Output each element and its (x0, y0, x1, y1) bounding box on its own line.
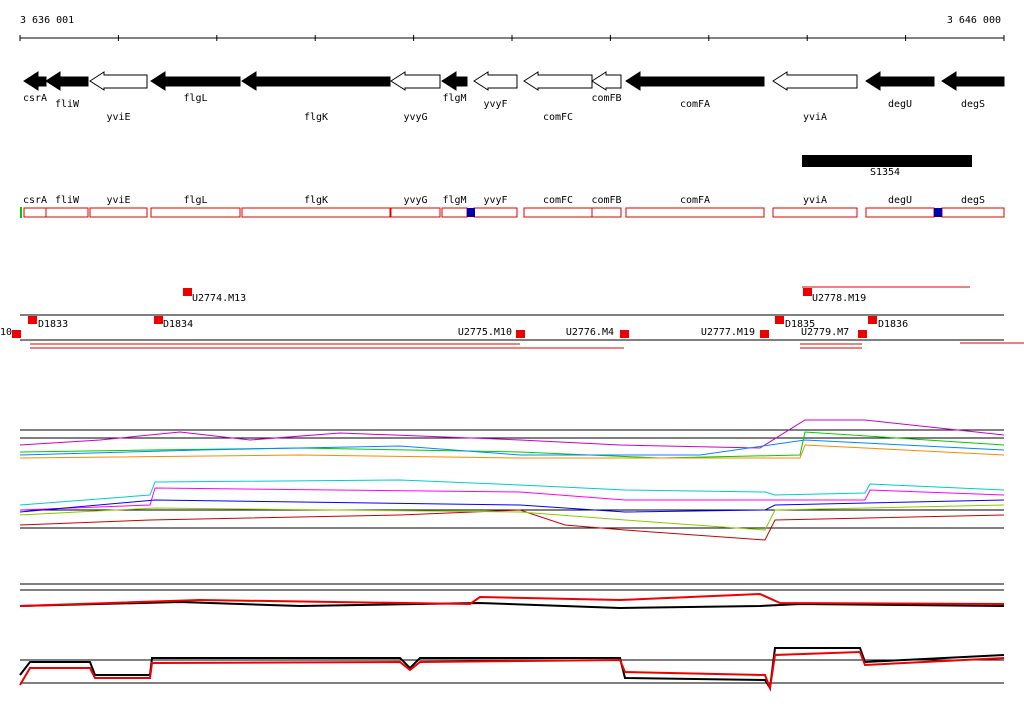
feature-flag (858, 330, 867, 338)
ruler-ticks (19, 35, 1005, 41)
gene-box-label: yviA (803, 195, 827, 206)
gene-label: flgM (442, 93, 466, 104)
feature-flag (868, 316, 877, 324)
gene-arrow (941, 71, 1005, 91)
gene-arrow (772, 71, 858, 91)
feature-label: U2777.M19 (701, 327, 755, 338)
gene-label: flgL (183, 93, 207, 104)
expression-plot (19, 419, 1005, 692)
feature-label: D1835 (785, 319, 815, 330)
gene-arrow (150, 71, 241, 91)
gene-label: comFC (543, 112, 573, 123)
feature-label: U2776.M4 (566, 327, 614, 338)
gene-box (441, 207, 468, 218)
feature-flag (620, 330, 629, 338)
gene-box-label: degU (888, 195, 912, 206)
feature-flag (803, 288, 812, 296)
gene-label: fliW (55, 99, 80, 110)
feature-label: D1836 (878, 319, 908, 330)
gene-box-label: degS (961, 195, 985, 206)
gene-box (865, 207, 935, 218)
gene-box-label: yviE (106, 195, 130, 206)
feature-track: 10 D1833 U2774.M13 D1834 U2775.M10 U2776.M4 U2… (0, 286, 1024, 349)
gene-box-label: csrA (23, 195, 47, 206)
gene-label: yviA (803, 112, 827, 123)
gene-box (772, 207, 858, 218)
gene-box-label: comFA (680, 195, 710, 206)
ruler-start: 3 636 001 (20, 15, 74, 26)
gene-label: yvyG (403, 112, 427, 123)
feature-label: U2778.M19 (812, 293, 866, 304)
feature-flag (183, 288, 192, 296)
gene-box (45, 207, 89, 218)
marker (20, 207, 22, 218)
gene-label: yviE (106, 112, 130, 123)
gene-label: flgK (304, 112, 328, 123)
gene-arrow (473, 71, 518, 91)
feature-flag (28, 316, 37, 324)
gene-box-label: comFC (543, 195, 573, 206)
feature-flag (775, 316, 784, 324)
gene-box (591, 207, 622, 218)
gene-arrow (865, 71, 935, 91)
gene-arrow (591, 71, 622, 91)
gene-box (523, 207, 593, 218)
gene-label: csrA (23, 93, 47, 104)
marker (467, 208, 475, 217)
feature-flag (516, 330, 525, 338)
feature-label: D1834 (163, 319, 193, 330)
segment-label: S1354 (870, 167, 900, 178)
gene-arrow (45, 71, 89, 91)
gene-label: degS (961, 99, 985, 110)
gene-box (241, 207, 391, 218)
gene-box (89, 207, 148, 218)
gene-box-label: comFB (591, 195, 621, 206)
gene-arrow (441, 71, 468, 91)
gene-box-label: yvyG (403, 195, 427, 206)
gene-box-label: flgK (304, 195, 328, 206)
feature-label: 10 (0, 327, 12, 338)
gene-arrow (89, 71, 148, 91)
ruler-end: 3 646 000 (947, 15, 1001, 26)
gene-box-track: csrA fliW yviE flgL flgK yvyG flgM yvyF comFC com… (23, 195, 1005, 218)
gene-label: degU (888, 99, 912, 110)
feature-flag (154, 316, 163, 324)
gene-box (390, 207, 441, 218)
gene-box (941, 207, 1005, 218)
gene-box (150, 207, 241, 218)
gene-arrow (523, 71, 593, 91)
feature-label: U2779.M7 (801, 327, 849, 338)
gene-box-label: flgM (442, 195, 466, 206)
gene-arrow (390, 71, 441, 91)
gene-label: comFB (591, 93, 621, 104)
feature-label: U2775.M10 (458, 327, 512, 338)
feature-label: D1833 (38, 319, 68, 330)
gene-box-label: yvyF (483, 195, 507, 206)
marker (934, 208, 942, 217)
gene-arrow (625, 71, 765, 91)
segment-bar (802, 155, 972, 167)
gene-box (473, 207, 518, 218)
gene-box (23, 207, 47, 218)
feature-flag (12, 330, 21, 338)
gene-box-label: flgL (183, 195, 207, 206)
gene-box (625, 207, 765, 218)
gene-label: yvyF (483, 99, 507, 110)
gene-arrow (23, 71, 47, 91)
gene-label: comFA (680, 99, 710, 110)
feature-flag (760, 330, 769, 338)
gene-arrow (241, 71, 391, 91)
feature-label: U2774.M13 (192, 293, 246, 304)
gene-box-label: fliW (55, 195, 80, 206)
gene-track: csrA fliW yviE flgL flgK yvyG flgM yvyF comFC com… (23, 71, 1005, 123)
